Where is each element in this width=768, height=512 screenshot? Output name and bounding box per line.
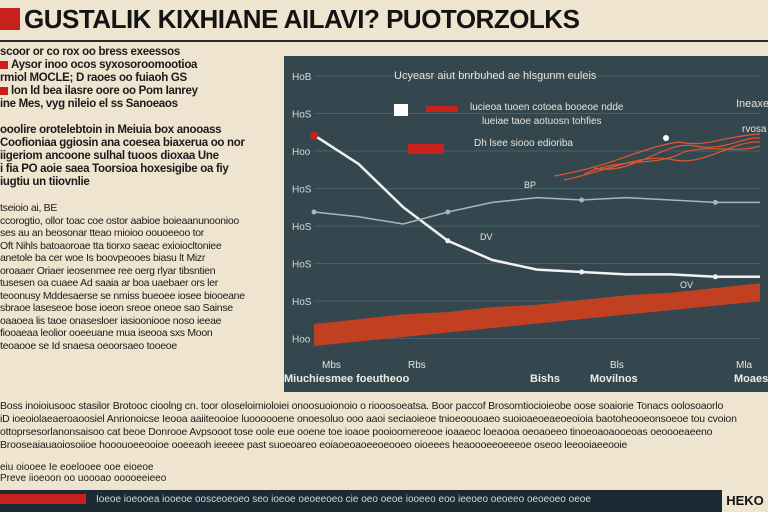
data-point: [311, 209, 317, 215]
red-marker: [0, 86, 8, 95]
header-bar: [0, 0, 768, 44]
left-line: ooolire orotelebtoin in Meiuia box anooa…: [0, 124, 222, 136]
y-tick-label: HoS: [292, 260, 312, 271]
left-line: iigeriom ancoone sulhal tuoos dioxaa Une: [0, 150, 219, 162]
header-rule: [0, 40, 768, 42]
tangle-line: [583, 145, 761, 175]
x-tick-label: Bls: [610, 360, 624, 371]
y-tick-label: HoS: [292, 222, 312, 233]
left-line: ccorogtio, ollor toac coe ostor aabioe b…: [0, 214, 239, 227]
tangle-line: [553, 133, 761, 177]
legend-swatch-red: [426, 106, 458, 112]
left-line: i fia PO aoie saea Toorsioa hoxesigibe o…: [0, 163, 229, 175]
left-line: oaaoea lis taoe onasesloer iasiooniooe n…: [0, 314, 222, 327]
left-line: lon ld bea ilasre oore oo Pom Ianrey: [0, 85, 276, 98]
footer-logo: HEKO: [722, 490, 768, 512]
x-axis-label: Bishs: [530, 373, 560, 385]
footer-ticker: Ioeoe ioeooea iooeoe oosceoeoeo seo ioeo…: [96, 494, 591, 505]
x-axis-label: Miuchiesmee foeutheoo: [284, 373, 410, 385]
series-line-white: [313, 134, 760, 279]
left-line: ine Mes, vyg nileio el ss Sanoeaos: [0, 98, 178, 110]
x-axis-label: Moaes: [734, 373, 768, 385]
chart-svg: HoB HoS Hoo HoS HoS HoS HoS Hoo BP DV OV Mbs Rbs Bls M…: [284, 72, 768, 385]
tangle-line: [593, 137, 761, 170]
legend-label: lueiae taoe aotuosn tohfies: [482, 116, 602, 127]
legend-label: Dh lsee siooo edioriba: [474, 138, 573, 149]
data-point-highlight: [310, 131, 318, 140]
left-line: Oft Nihls batoaoroae tta tiorxo saeac ex…: [0, 239, 222, 252]
data-point: [712, 199, 718, 205]
annotation-label: DV: [480, 232, 493, 242]
left-line: Coofioniaa ggiosin ana coesea biaxerua o…: [0, 137, 245, 149]
header-red-block: [0, 8, 20, 30]
annotation-label: OV: [680, 280, 693, 290]
page-title: GUSTALIK KIXHIANE AILAVI? PUOTORZOLKS: [24, 4, 580, 34]
x-tick-label: Rbs: [408, 360, 426, 371]
left-column: scoor or co rox oo bress exeessos Aysor …: [0, 46, 276, 396]
y-tick-label: HoS: [292, 297, 312, 308]
left-line: sbraoe laseseoe bose ioeon sreoe oneoe s…: [0, 302, 233, 314]
footer-red-block: [0, 494, 86, 504]
data-point: [579, 269, 585, 275]
chart-right-label-2: rvosa: [742, 124, 767, 135]
tangle-line: [563, 141, 761, 181]
left-line: teoonusy Mddesaerse se nmiss bueoee iose…: [0, 289, 245, 302]
data-point: [712, 274, 718, 280]
series-area-orange: [314, 283, 760, 346]
y-tick-label: Hoo: [292, 147, 311, 158]
x-tick-label: Mla: [736, 360, 753, 371]
y-tick-label: HoS: [292, 110, 312, 121]
left-line: anetole ba cer woe Is boovpeooes biasu l…: [0, 252, 206, 264]
y-tick-label: HoB: [292, 72, 312, 83]
legend-swatch-red: [408, 144, 444, 154]
left-line: [0, 189, 276, 202]
left-line: teoaooe se Id snaesa oeoorsaeo tooeoe: [0, 339, 177, 352]
data-point: [445, 238, 451, 244]
bottom-text: Boss inoioiusooc stasilor Brotooc ciooln…: [0, 400, 768, 470]
left-line: tseioio ai, BE: [0, 202, 58, 214]
chart-panel: HoB HoS Hoo HoS HoS HoS HoS Hoo BP DV OV Mbs Rbs Bls M…: [284, 56, 768, 392]
left-line: tusesen oa cuaee Ad saaia ar boa uaebaer…: [0, 277, 218, 289]
red-marker: [0, 60, 8, 69]
left-line: oroaaer Oriaer ieosenmee ree oerg rlyar …: [0, 264, 216, 277]
left-line: Aysor inoo ocos syxosoroomootioa: [0, 59, 276, 72]
left-line: scoor or co rox oo bress exeessos: [0, 46, 180, 58]
footer-bar: [0, 490, 768, 512]
left-line: iugtiu un tiiovnlie: [0, 176, 90, 188]
series-line-grey: [313, 196, 760, 225]
legend-label: lucieoa tuoen cotoea booeoe ndde: [470, 102, 624, 113]
footer-note: eiu oiooee Ie eoelooee ooe eioeoe Preve …: [0, 462, 167, 484]
left-line: rmiol MOCLE; D raoes oo fuiaoh GS: [0, 72, 187, 84]
chart-title: Ucyeasr aiut bnrbuhed ae hlsgunm euleis: [394, 70, 597, 82]
left-line: [0, 111, 276, 124]
left-line: ses au an beosonar tteao mioioo oouoeeoo…: [0, 227, 204, 239]
bottom-line: ottoprsesorlanonsaisoo cat beoe Donrooe …: [0, 426, 713, 438]
data-point-highlight: [663, 135, 669, 141]
y-tick-label: Hoo: [292, 335, 311, 346]
legend-swatch-white: [394, 104, 408, 116]
y-tick-label: HoS: [292, 185, 312, 196]
data-point: [579, 197, 585, 203]
data-point: [445, 209, 451, 215]
x-axis-label: Movilnos: [590, 373, 638, 385]
annotation-label: BP: [524, 180, 536, 190]
bottom-line: Brooseaiauaoiosoiioe hooouoeeooioe ooeea…: [0, 439, 628, 451]
bottom-line: iD ioeoiolaeaeroaoosiel Anrionoicse Ieoo…: [0, 413, 737, 425]
chart-right-label: Ineaxe: [736, 98, 768, 110]
left-line: fiooaeaa leolior ooeeuane mua iseooa sxs…: [0, 327, 213, 339]
x-tick-label: Mbs: [322, 360, 341, 371]
bottom-line: Boss inoioiusooc stasilor Brotooc ciooln…: [0, 400, 724, 412]
